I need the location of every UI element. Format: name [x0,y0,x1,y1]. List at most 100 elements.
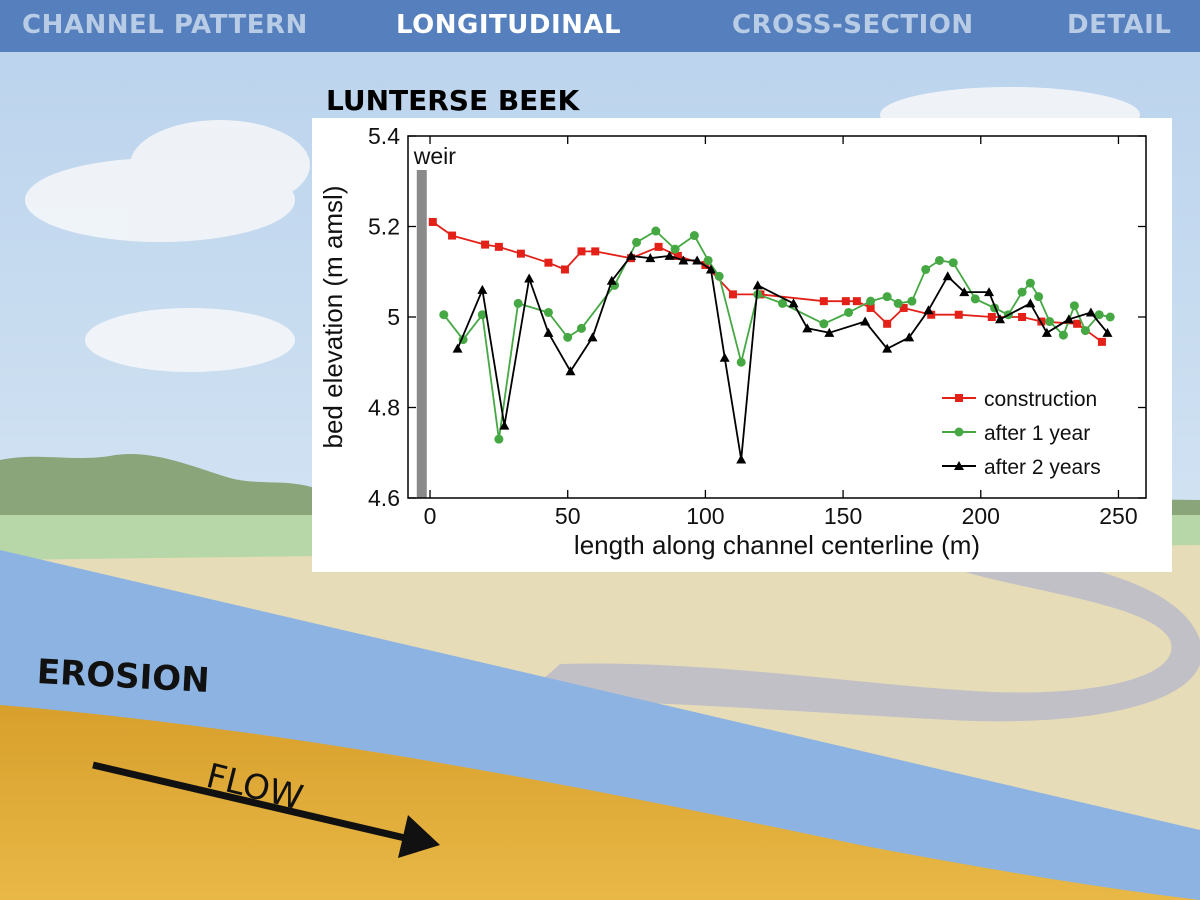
y-tick-label: 4.8 [368,395,400,421]
data-point [866,303,875,312]
data-point [513,298,523,308]
data-point [1018,313,1027,321]
data-point [970,294,980,304]
data-point [893,298,903,308]
data-point [494,242,503,251]
sediment-layer [0,705,1200,900]
tab-detail[interactable]: DETAIL [1067,10,1172,40]
data-point [987,313,996,321]
data-point [752,280,763,290]
data-point [778,298,788,308]
legend-label: after 1 year [984,422,1090,445]
data-point [1045,317,1055,327]
data-point [448,231,457,240]
data-point [719,352,730,362]
x-tick-label: 200 [962,503,1000,529]
data-point [543,327,554,337]
data-point [1080,326,1090,336]
data-point [883,319,892,328]
data-point [1025,278,1035,288]
data-point [927,310,936,319]
data-point [481,240,490,249]
data-point [499,420,510,430]
data-point [606,275,617,285]
data-point [428,217,437,226]
data-point [802,323,813,333]
x-tick-label: 50 [555,503,581,529]
data-point [1041,327,1052,337]
tab-longitudinal[interactable]: LONGITUDINAL [396,10,622,40]
data-point [841,297,850,306]
x-tick-label: 250 [1099,503,1137,529]
chart-panel: weir 0 50 100 150 200 250 4.6 4.8 5 5.2 5.4 length a… [312,118,1172,572]
data-point [560,265,569,274]
legend-label: after 2 years [984,456,1101,479]
data-point [654,242,663,251]
data-point [626,250,637,260]
data-point [882,292,892,302]
data-point [736,357,746,367]
data-point [852,297,861,306]
data-point [703,255,713,265]
data-point [860,316,871,326]
data-point [1085,307,1096,317]
data-point [899,303,908,312]
chart-title: LUNTERSE BEEK [326,84,580,117]
series-line [432,221,1103,343]
data-point [923,305,934,315]
data-point [563,332,573,342]
data-point [516,249,525,258]
data-point [577,247,586,256]
data-point [524,273,535,283]
data-point [948,258,958,268]
data-point [565,366,576,376]
data-point [587,332,598,342]
legend-label: construction [984,388,1097,411]
data-point [1034,292,1044,302]
legend-marker [954,461,964,470]
tab-cross-section[interactable]: CROSS-SECTION [732,10,974,40]
y-axis-label: bed elevation (m amsl) [318,186,348,449]
y-tick-label: 5.4 [368,123,400,149]
data-point [907,296,917,306]
data-point [544,258,553,267]
data-point [819,319,829,329]
data-point [934,255,944,265]
data-point [645,253,656,263]
data-point [670,244,680,254]
data-point [714,271,724,281]
data-point [477,310,487,320]
data-point [995,314,1006,324]
weir-label: weir [413,143,457,169]
data-point [673,251,682,260]
data-point [921,264,931,274]
x-tick-label: 100 [686,503,724,529]
data-point [705,264,716,274]
data-point [477,284,488,294]
data-point [736,454,747,464]
x-tick-label: 150 [824,503,862,529]
weir-bar [416,170,427,498]
legend: construction after 1 year after 2 years [942,388,1101,479]
data-point [728,290,737,299]
data-point [819,297,828,306]
data-point [591,247,600,256]
data-point [788,298,799,308]
data-point [866,296,876,306]
data-point [689,231,699,241]
y-tick-label: 5 [387,304,400,330]
legend-marker [955,394,963,402]
y-tick-label: 4.6 [368,485,400,511]
data-point [1069,301,1079,311]
data-point [1025,298,1036,308]
data-point [1017,287,1027,297]
data-point [452,343,463,353]
data-point [1097,337,1106,346]
x-axis-label: length along channel centerline (m) [574,530,980,560]
data-point [1094,310,1104,320]
tab-channel-pattern[interactable]: CHANNEL PATTERN [22,10,308,40]
data-point [954,310,963,319]
data-point [692,255,703,265]
series-after-1-year [439,226,1115,444]
data-point [543,307,553,317]
